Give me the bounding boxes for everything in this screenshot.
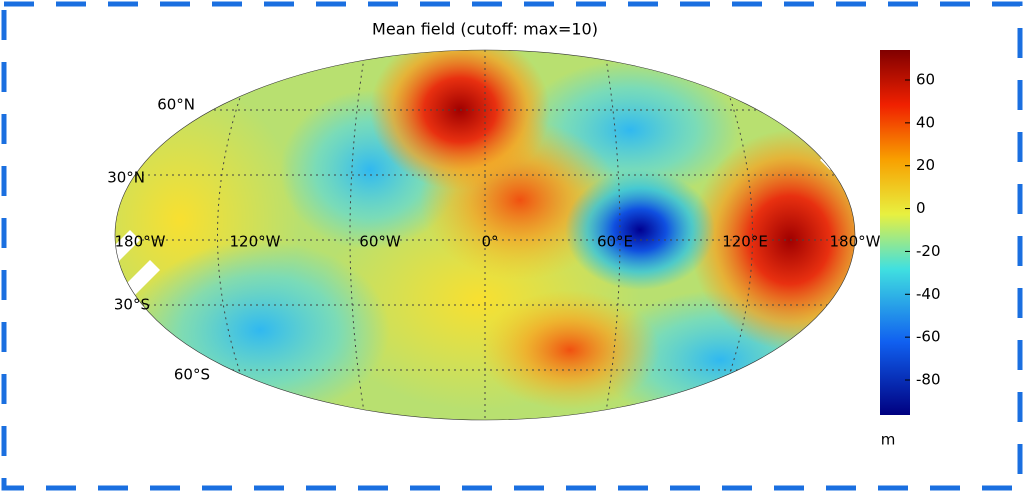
title: Mean field (cutoff: max=10) bbox=[372, 20, 598, 39]
colorbar-unit: m bbox=[881, 431, 896, 449]
colorbar-label: 40 bbox=[916, 113, 935, 131]
lat-label: 60°S bbox=[174, 366, 210, 384]
colorbar-label: -80 bbox=[916, 371, 941, 389]
colorbar-label: -40 bbox=[916, 285, 941, 303]
map-outline bbox=[114, 49, 856, 421]
lon-label: 0° bbox=[481, 233, 498, 251]
colorbar-label: -20 bbox=[916, 242, 941, 260]
lat-label: 30°N bbox=[107, 169, 145, 187]
lat-label: 30°S bbox=[114, 296, 150, 314]
lon-label: 120°W bbox=[230, 233, 281, 251]
colorbar-label: 20 bbox=[916, 156, 935, 174]
lon-label: 60°W bbox=[359, 233, 401, 251]
lon-label: 180°W bbox=[115, 233, 166, 251]
lat-label: 60°N bbox=[157, 96, 195, 114]
colorbar-label: 60 bbox=[916, 71, 935, 89]
lon-label: 60°E bbox=[597, 233, 633, 251]
colorbar bbox=[880, 50, 910, 415]
lon-label: 180°W bbox=[830, 233, 881, 251]
colorbar-label: -60 bbox=[916, 328, 941, 346]
lon-label: 120°E bbox=[722, 233, 768, 251]
colorbar-label: 0 bbox=[916, 199, 926, 217]
